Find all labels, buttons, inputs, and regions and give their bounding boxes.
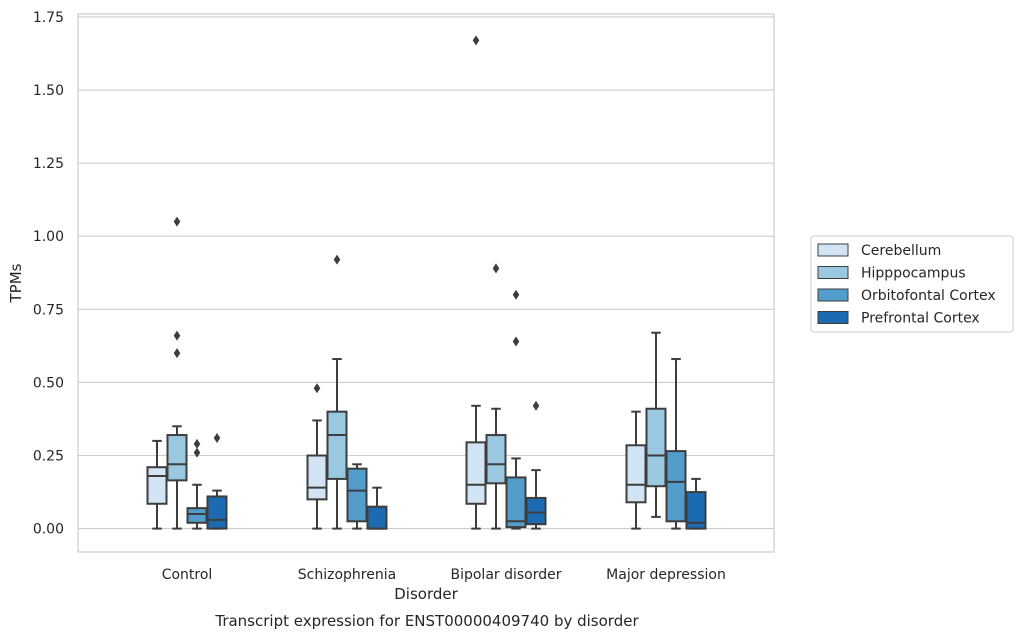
plot-frame bbox=[77, 13, 775, 553]
y-tick-label: 1.25 bbox=[33, 156, 64, 172]
box-body bbox=[186, 507, 208, 524]
legend-label: Hipppocampus bbox=[861, 266, 966, 282]
box-body bbox=[525, 496, 547, 526]
box-body bbox=[146, 466, 168, 505]
box-body bbox=[206, 495, 228, 530]
y-axis-title: TPMs bbox=[7, 263, 25, 303]
y-tick-label: 1.50 bbox=[33, 83, 64, 99]
box-2-3 bbox=[525, 400, 547, 530]
box-body bbox=[465, 441, 487, 505]
y-tick-label: 0.00 bbox=[33, 522, 64, 538]
box-body bbox=[505, 476, 527, 529]
legend-swatch bbox=[817, 243, 849, 257]
box-body bbox=[625, 444, 647, 504]
box-3-2 bbox=[665, 358, 687, 530]
box-body bbox=[326, 410, 348, 480]
box-0-3 bbox=[206, 432, 228, 530]
box-0-2 bbox=[186, 438, 208, 530]
outlier-point bbox=[532, 400, 540, 411]
box-0-0 bbox=[146, 439, 168, 530]
box-1-1 bbox=[326, 254, 348, 530]
outlier-point bbox=[512, 289, 520, 300]
box-body bbox=[645, 407, 667, 488]
outlier-point bbox=[173, 348, 181, 359]
box-1-0 bbox=[306, 383, 328, 530]
box-1-2 bbox=[346, 463, 368, 530]
legend-frame bbox=[810, 235, 1014, 333]
outlier-point bbox=[512, 336, 520, 347]
boxes bbox=[146, 35, 707, 530]
x-tick-label: Bipolar disorder bbox=[450, 567, 561, 583]
chart-caption: Transcript expression for ENST0000040974… bbox=[214, 612, 639, 630]
box-body bbox=[485, 434, 507, 485]
box-0-1 bbox=[166, 216, 188, 530]
box-body bbox=[166, 434, 188, 482]
outlier-point bbox=[492, 263, 500, 274]
outlier-point bbox=[313, 383, 321, 394]
box-body bbox=[346, 467, 368, 523]
x-tick-label: Major depression bbox=[606, 567, 726, 583]
x-tick-labels: Control Schizophrenia Bipolar disorder Majo… bbox=[162, 567, 726, 583]
outlier-point bbox=[173, 216, 181, 227]
y-tick-label: 0.25 bbox=[33, 449, 64, 465]
legend-label: Orbitofontal Cortex bbox=[861, 288, 996, 304]
outlier-point bbox=[213, 432, 221, 443]
box-2-0 bbox=[465, 35, 487, 530]
legend-swatch bbox=[817, 288, 849, 302]
y-tick-label: 0.75 bbox=[33, 302, 64, 318]
outlier-point bbox=[193, 447, 201, 458]
box-body bbox=[306, 454, 328, 501]
outlier-point bbox=[472, 35, 480, 46]
box-3-1 bbox=[645, 331, 667, 518]
box-body bbox=[685, 491, 707, 530]
x-axis-title: Disorder bbox=[394, 585, 458, 603]
legend-label: Prefrontal Cortex bbox=[861, 311, 980, 327]
box-body bbox=[665, 450, 687, 523]
y-tick-label: 1.00 bbox=[33, 229, 64, 245]
box-body bbox=[366, 505, 388, 530]
y-tick-labels: 0.00 0.25 0.50 0.75 1.00 1.25 1.50 1.75 bbox=[33, 10, 64, 538]
x-tick-label: Schizophrenia bbox=[298, 567, 396, 583]
outlier-point bbox=[193, 438, 201, 449]
outlier-point bbox=[333, 254, 341, 265]
x-tick-label: Control bbox=[162, 567, 213, 583]
legend-swatch bbox=[817, 266, 849, 279]
legend: Cerebellum Hipppocampus Orbitofontal Corte… bbox=[810, 235, 1014, 333]
box-2-1 bbox=[485, 263, 507, 530]
box-1-3 bbox=[366, 486, 388, 530]
legend-label: Cerebellum bbox=[861, 243, 941, 259]
y-tick-label: 0.50 bbox=[33, 375, 64, 391]
outlier-point bbox=[173, 330, 181, 341]
box-3-3 bbox=[685, 477, 707, 530]
y-tick-label: 1.75 bbox=[33, 10, 64, 26]
legend-swatch bbox=[817, 311, 849, 324]
